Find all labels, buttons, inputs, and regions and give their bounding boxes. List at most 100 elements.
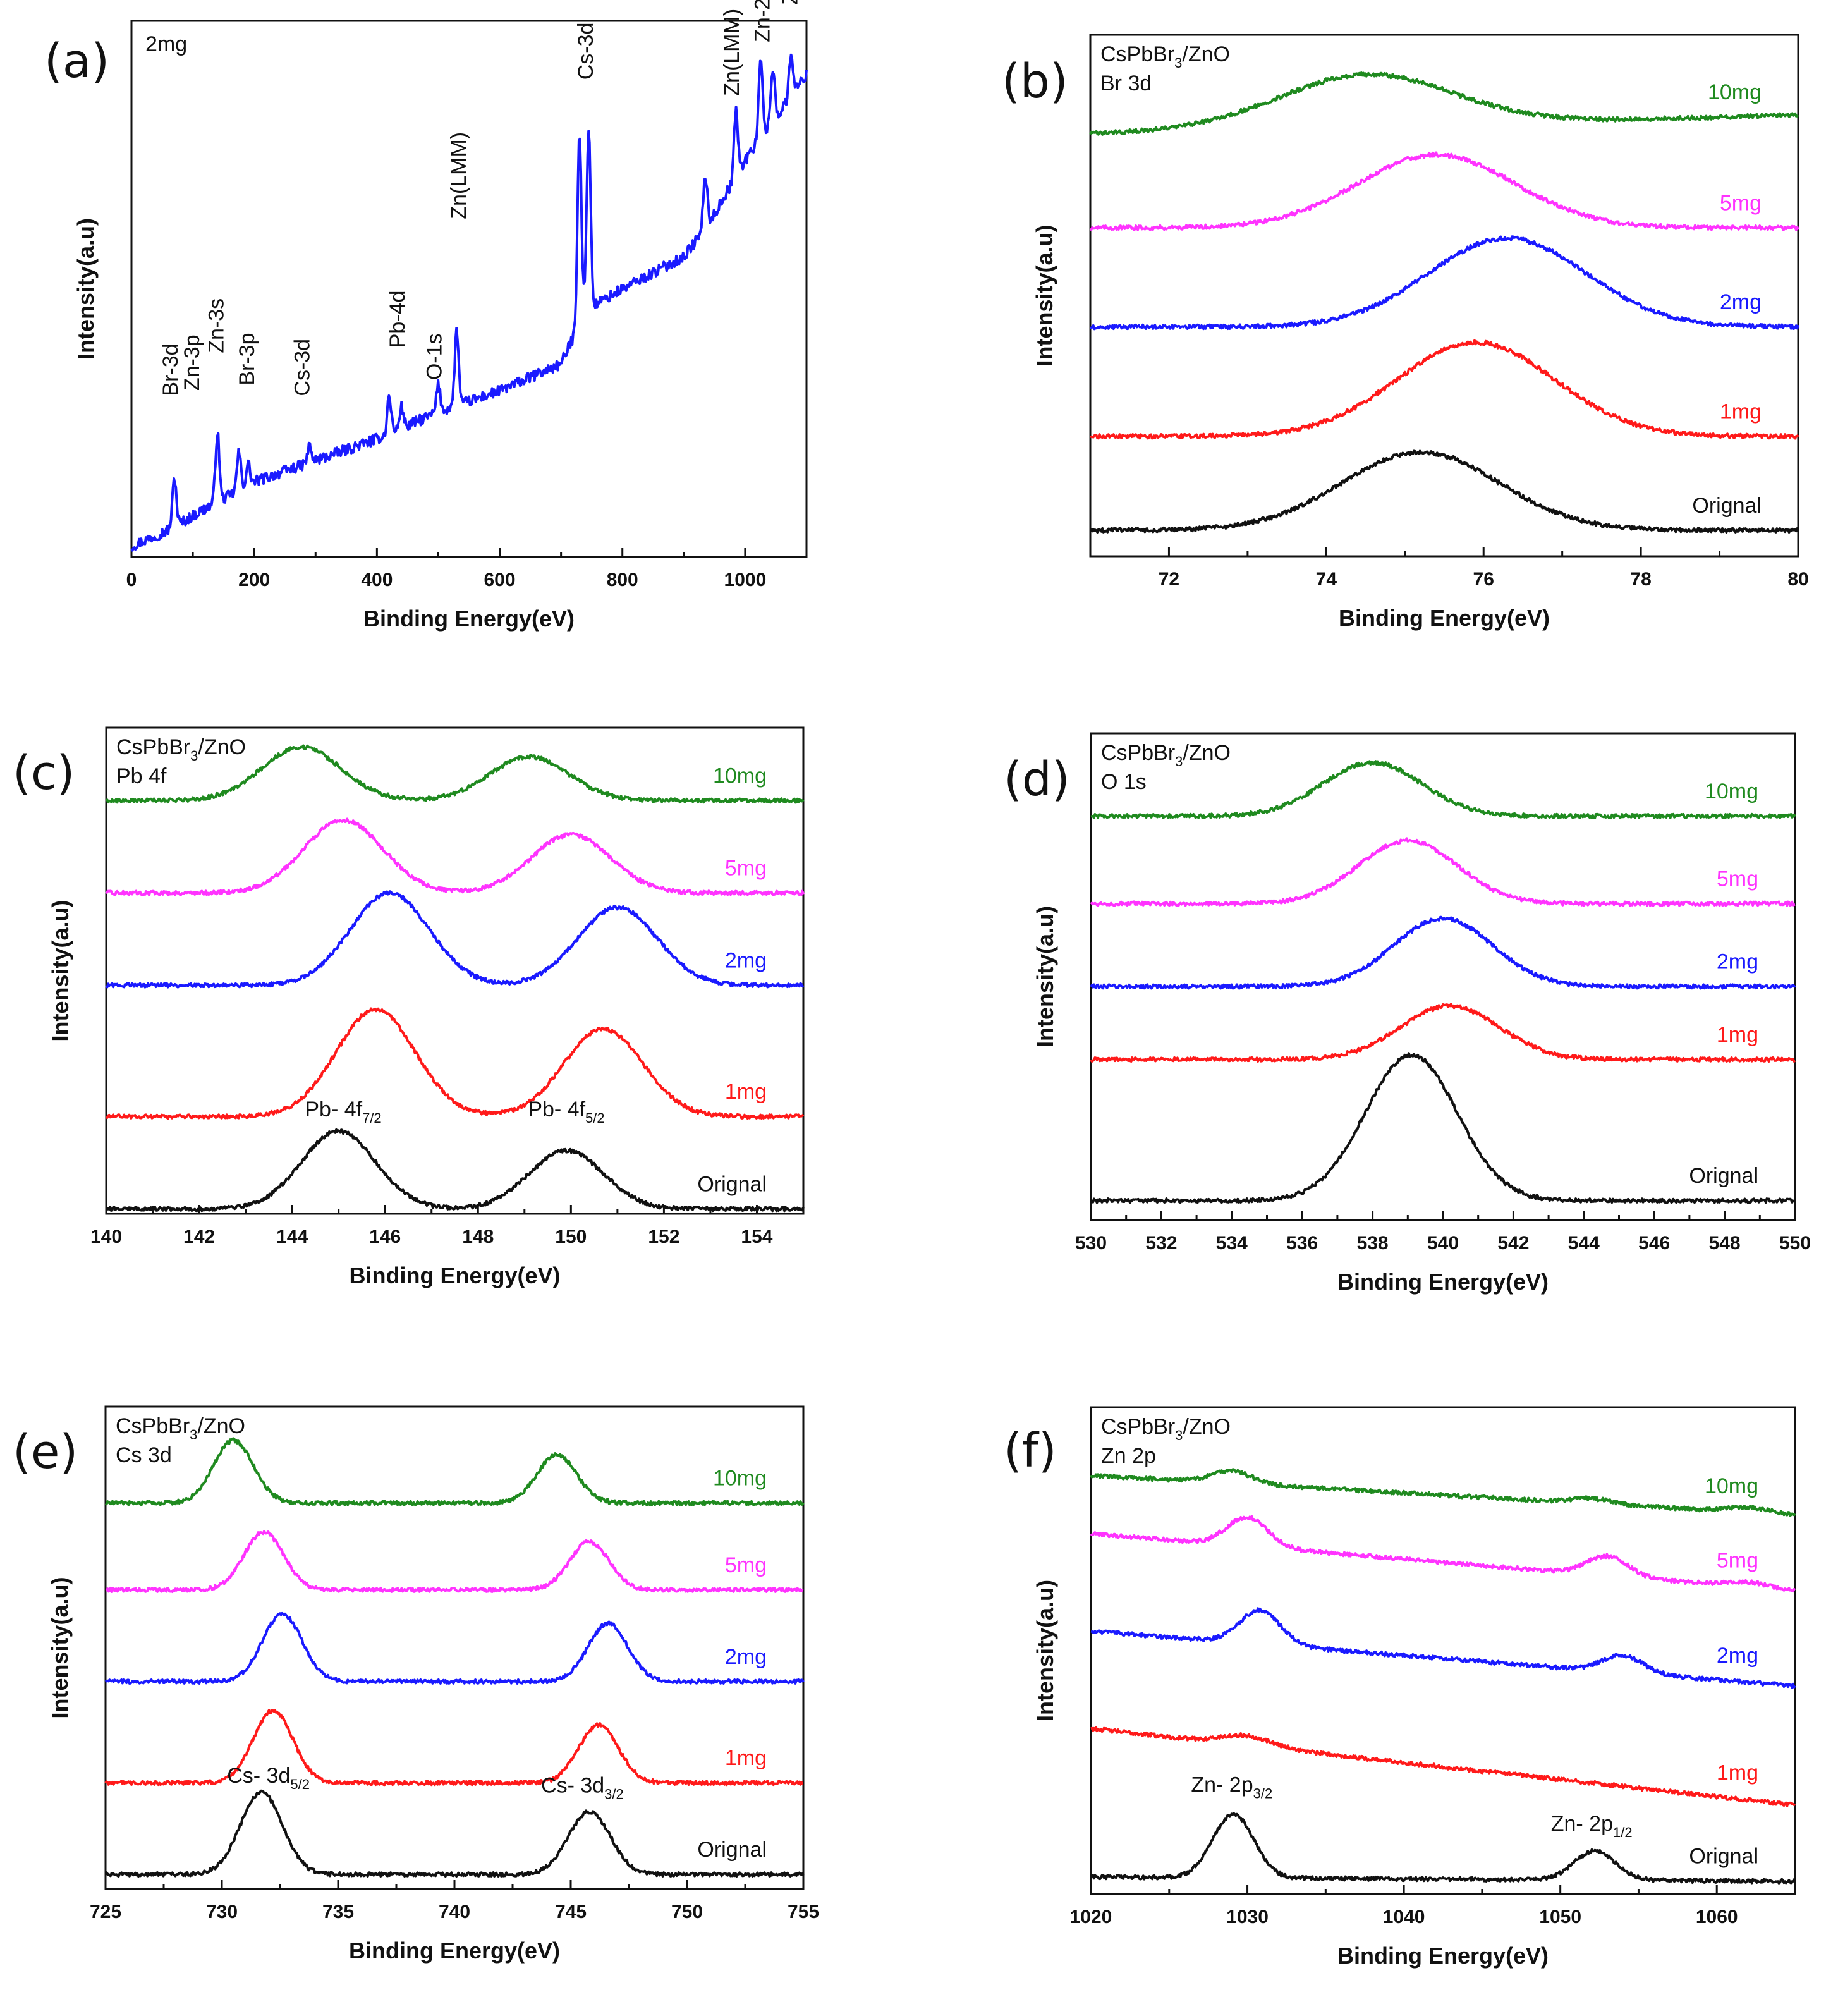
title-main: CsPbBr [1101, 1415, 1175, 1439]
series-line-2mg [1090, 915, 1796, 990]
x-tick-label: 542 [1497, 1233, 1529, 1254]
x-tick-label: 144 [276, 1226, 308, 1247]
title-rest: /ZnO [1183, 741, 1231, 765]
x-tick-label: 800 [607, 570, 638, 590]
x-tick-label: 148 [462, 1226, 494, 1247]
x-axis-label: Binding Energy(eV) [1337, 1269, 1549, 1295]
title-sub: 3 [1175, 1427, 1183, 1443]
title-main: CsPbBr [116, 735, 190, 759]
panel-f-subtitle: Zn 2p [1101, 1444, 1156, 1468]
series-label-2mg: 2mg [725, 1645, 767, 1669]
panel-e-title: CsPbBr3/ZnO [116, 1414, 245, 1443]
peak-label: Zn- 2p3/2 [1191, 1773, 1272, 1801]
peak-label: Br-3p [235, 333, 259, 385]
series-line-10mg [1090, 1468, 1796, 1517]
series-label-Orignal: Orignal [697, 1838, 767, 1862]
x-tick-label: 1040 [1383, 1907, 1425, 1927]
panel-f-zn2p: (f) 1020 1030 1040 1050 1060 Binding Energy(eV… [1004, 1406, 1796, 1969]
x-tick-label: 735 [322, 1902, 354, 1922]
peak-label-main: Cs- 3d [227, 1764, 290, 1788]
series-label-10mg: 10mg [1705, 779, 1758, 803]
panel-d-subtitle: O 1s [1101, 770, 1147, 794]
series-line-Orignal [1089, 449, 1799, 534]
panel-d-letter: (d) [1004, 752, 1070, 807]
series-line-2mg [1090, 235, 1799, 331]
title-main: CsPbBr [1100, 42, 1174, 66]
x-tick-label: 74 [1316, 569, 1337, 590]
panel-b-frame [1089, 34, 1799, 558]
series-line-10mg [1089, 71, 1799, 136]
panel-f-title: CsPbBr3/ZnO [1101, 1415, 1231, 1443]
x-tick-label: 80 [1787, 569, 1808, 590]
peak-label: Zn(LMM) [447, 132, 471, 219]
panel-e-letter: (e) [13, 1425, 78, 1479]
panel-c-frame [105, 726, 805, 1215]
x-tick-label: 725 [90, 1902, 121, 1922]
y-axis-label: Intensity(a.u) [1032, 1580, 1058, 1721]
peak-label: Zn-2p [778, 0, 802, 5]
title-main: CsPbBr [116, 1414, 190, 1438]
x-axis-label: Binding Energy(eV) [1337, 1943, 1549, 1969]
series-label-10mg: 10mg [1705, 1474, 1758, 1498]
panel-f-letter: (f) [1004, 1424, 1057, 1478]
panel-c-subtitle: Pb 4f [116, 764, 167, 788]
title-sub: 3 [190, 748, 198, 764]
peak-label: Zn- 2p1/2 [1551, 1812, 1633, 1840]
x-tick-label: 78 [1630, 569, 1651, 590]
y-axis-label: Intensity(a.u) [73, 218, 99, 360]
x-tick-label: 540 [1427, 1233, 1459, 1254]
panel-e-frame [104, 1405, 805, 1890]
x-tick-label: 730 [206, 1902, 238, 1922]
series-line-10mg [105, 1437, 805, 1506]
series-label-1mg: 1mg [725, 1746, 767, 1770]
series-line-Orignal [1090, 1812, 1796, 1885]
panel-a-frame [130, 20, 808, 558]
series-line-5mg [105, 817, 805, 896]
series-line-Orignal [1090, 1052, 1796, 1204]
peak-label-main: Pb- 4f [528, 1097, 585, 1121]
panel-a-survey: (a) 0 200 400 600 800 1000 Binding Energy(eV) In… [44, 0, 808, 632]
title-sub: 3 [190, 1427, 197, 1443]
panel-d-o1s: (d) 530 532 534 536 538 540 542 544 546 548 550 Bind… [1004, 732, 1811, 1295]
x-tick-label: 548 [1709, 1233, 1741, 1254]
x-tick-label: 755 [788, 1902, 819, 1922]
series-line-Orignal [106, 1128, 805, 1213]
x-tick-label: 745 [555, 1902, 587, 1922]
x-tick-label: 750 [671, 1902, 703, 1922]
peak-label: Pb- 4f5/2 [528, 1097, 604, 1126]
x-tick-label: 140 [90, 1226, 122, 1247]
series-label-1mg: 1mg [1720, 400, 1762, 424]
panel-c-letter: (c) [13, 746, 75, 800]
series-line-2mg [130, 53, 808, 552]
peak-label: Zn-3p [180, 334, 204, 391]
x-tick-label: 538 [1357, 1233, 1389, 1254]
series-line-10mg [105, 744, 805, 804]
panel-a-title: 2mg [145, 32, 187, 56]
x-tick-label: 72 [1159, 569, 1179, 590]
x-tick-label: 740 [439, 1902, 470, 1922]
peak-label-sub: 5/2 [290, 1776, 310, 1792]
title-rest: /ZnO [1183, 1415, 1231, 1439]
title-main: CsPbBr [1101, 741, 1175, 765]
panel-a-letter: (a) [44, 34, 109, 89]
x-tick-label: 1060 [1696, 1907, 1738, 1927]
series-label-5mg: 5mg [1717, 1548, 1758, 1572]
series-label-2mg: 2mg [1717, 950, 1758, 974]
peak-label: Cs-3d [291, 339, 315, 396]
peak-label: Br-3d [159, 343, 183, 396]
peak-label: Zn-2p [751, 0, 775, 42]
peak-label: Zn-3s [205, 298, 229, 353]
series-label-5mg: 5mg [1717, 867, 1758, 891]
peak-label-main: Zn- 2p [1191, 1773, 1253, 1797]
title-sub: 3 [1175, 754, 1183, 769]
series-label-Orignal: Orignal [697, 1172, 767, 1196]
series-line-2mg [105, 890, 805, 989]
x-tick-label: 600 [484, 570, 516, 590]
series-label-1mg: 1mg [1717, 1761, 1758, 1785]
x-tick-label: 150 [555, 1226, 587, 1247]
title-rest: /ZnO [1182, 42, 1230, 66]
peak-label: Pb-4d [386, 291, 410, 348]
x-tick-label: 1020 [1070, 1907, 1112, 1927]
y-axis-label: Intensity(a.u) [47, 900, 73, 1041]
x-tick-label: 152 [648, 1226, 679, 1247]
